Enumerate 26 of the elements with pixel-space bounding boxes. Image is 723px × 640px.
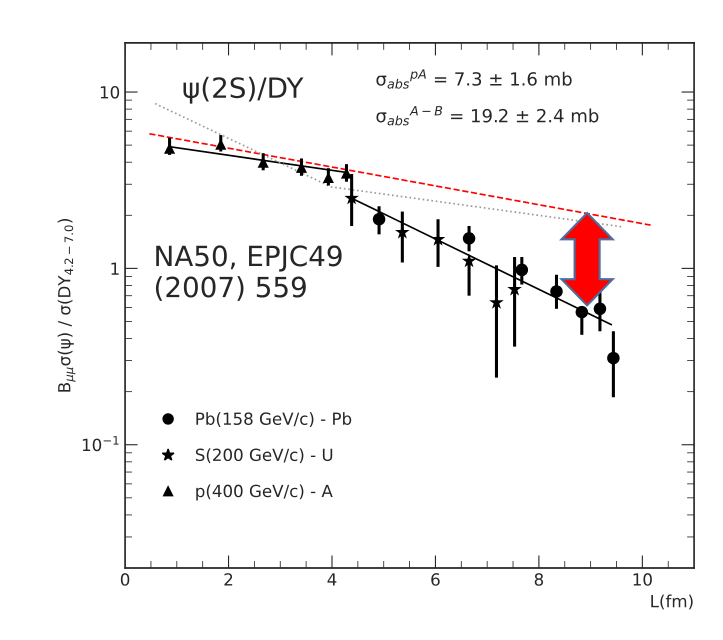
y-tick-label: 1 (111, 262, 119, 275)
point (372, 212, 386, 226)
point (576, 306, 588, 318)
legend-label: S(200 GeV/c) - U (196, 448, 332, 464)
x-tick-label: 2 (224, 573, 232, 586)
x-tick-label: 0 (120, 573, 130, 586)
x-tick-label: 4 (328, 573, 336, 586)
x-tick-label: 8 (534, 573, 544, 586)
point (607, 352, 620, 364)
x-tick-label: 10 (634, 573, 652, 586)
legend-label: Pb(158 GeV/c) - Pb (196, 412, 352, 427)
point (550, 285, 563, 298)
y-axis-title: B$_{μμ}$σ(ψ) / σ(DY$_{4.2−7.0}$) (58, 219, 76, 392)
point (516, 264, 528, 276)
y-tick-label: 10 (100, 86, 120, 99)
point (462, 232, 476, 245)
annotation: ψ(2S)/DY (184, 76, 304, 104)
annotation: σ$_{abs}$$^{pA}$ = 7.3 ± 1.6 mb (376, 69, 572, 89)
y-tick-label: 10$^{−1}$ (82, 436, 119, 452)
point (462, 253, 476, 268)
point (594, 302, 606, 316)
annotation: NA50, EPJC49 (2007) 559 (156, 245, 342, 301)
legend-label: p(400 GeV/c) - A (196, 484, 333, 500)
x-tick-label: 6 (431, 573, 440, 586)
x-axis-title: L(fm) (651, 594, 693, 610)
annotation: σ$_{abs}$$^{A−B}$ = 19.2 ± 2.4 mb (376, 106, 598, 126)
